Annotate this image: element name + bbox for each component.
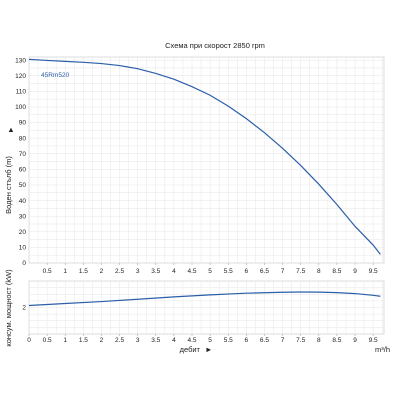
head-y-ticks: 0 10 20 30 40 50 60 70 80 90 100 110 120 130 [15, 57, 26, 267]
x-tick-label: 1 [63, 337, 67, 344]
y-tick-label: 2 [22, 305, 26, 312]
power-y-ticks: 2 [22, 305, 26, 312]
y-tick-label: 130 [15, 57, 26, 64]
y-tick-label: 50 [19, 182, 27, 189]
x-tick-label: 5 [208, 337, 212, 344]
y-tick-label: 90 [19, 120, 27, 127]
x-axis-unit: m³/h [375, 345, 390, 354]
x-tick-label: 8 [317, 337, 321, 344]
y-tick-label: 120 [15, 73, 26, 80]
x-tick-label: 0 [27, 337, 31, 344]
x-tick-label: 9.5 [369, 268, 378, 275]
y-tick-label: 60 [19, 167, 27, 174]
x-tick-label: 8.5 [332, 337, 341, 344]
x-tick-label: 1 [63, 268, 67, 275]
power-curve [28, 291, 381, 307]
x-tick-label: 5.5 [224, 268, 233, 275]
x-tick-label: 2 [100, 268, 104, 275]
x-tick-label: 4.5 [187, 268, 196, 275]
x-axis-title: дебит [180, 345, 201, 354]
power-x-ticks: 0 0.5 1 1.5 2 2.5 3 3.5 4 4.5 5 5.5 6 6.5 7 7.5 8 8.5 9 9.5 [27, 334, 378, 344]
power-plot: 2 0 0.5 1 1.5 2 2.5 3 3.5 4 4.5 5 5.5 6 6.5 7 7.5 8 8.5 9 9… [4, 269, 385, 347]
x-tick-label: 8.5 [332, 268, 341, 275]
x-tick-label: 5.5 [224, 337, 233, 344]
y-tick-label: 40 [19, 198, 27, 205]
x-tick-label: 4 [172, 337, 176, 344]
x-tick-label: 3 [136, 337, 140, 344]
power-grid [29, 281, 384, 334]
y-tick-label: 20 [19, 229, 27, 236]
x-tick-label: 3.5 [151, 337, 160, 344]
x-tick-label: 7.5 [296, 337, 305, 344]
y-tick-label: 10 [19, 245, 27, 252]
x-tick-label: 2.5 [115, 268, 124, 275]
x-tick-label: 4 [172, 268, 176, 275]
x-tick-label: 6.5 [260, 268, 269, 275]
head-y-axis-arrow: ▲ [7, 125, 14, 134]
x-tick-label: 7.5 [296, 268, 305, 275]
y-tick-label: 0 [22, 260, 26, 267]
x-tick-label: 1.5 [79, 268, 88, 275]
x-tick-label: 2.5 [115, 337, 124, 344]
x-tick-label: 4.5 [187, 337, 196, 344]
head-x-ticks: 0.5 1 1.5 2 2.5 3 3.5 4 4.5 5 5.5 6 6.5 7 7.5 8 8.5 9 9.5 [43, 263, 378, 275]
y-tick-label: 110 [16, 89, 27, 96]
x-tick-label: 9 [353, 337, 357, 344]
x-tick-label: 2 [100, 337, 104, 344]
head-plot-frame [28, 56, 385, 264]
x-tick-label: 6 [245, 337, 249, 344]
x-axis-arrow: ► [205, 345, 212, 354]
y-tick-label: 80 [19, 135, 27, 142]
x-tick-label: 7 [281, 337, 285, 344]
x-tick-label: 3 [136, 268, 140, 275]
x-tick-label: 1.5 [79, 337, 88, 344]
head-plot: 0 10 20 30 40 50 60 70 80 90 100 110 120 130 0.5 1 1.5 2… [4, 56, 385, 275]
power-y-axis-title: консум. мощност (kW) [4, 269, 13, 347]
y-tick-label: 30 [19, 213, 27, 220]
head-grid [29, 57, 384, 263]
y-tick-label: 70 [19, 151, 27, 158]
x-tick-label: 8 [317, 268, 321, 275]
x-tick-label: 6 [245, 268, 249, 275]
y-tick-label: 100 [15, 104, 26, 111]
x-tick-label: 0.5 [43, 268, 52, 275]
x-tick-label: 7 [281, 268, 285, 275]
x-tick-label: 6.5 [260, 337, 269, 344]
chart-title: Схема при скорост 2850 rpm [165, 41, 265, 50]
x-tick-label: 9 [353, 268, 357, 275]
model-label: 45Rm520 [41, 72, 70, 79]
x-tick-label: 9.5 [369, 337, 378, 344]
x-tick-label: 5 [208, 268, 212, 275]
x-tick-label: 0.5 [43, 337, 52, 344]
x-tick-label: 3.5 [151, 268, 160, 275]
head-y-axis-title: Воден стълб (m) [4, 156, 13, 214]
head-curve [28, 58, 381, 255]
